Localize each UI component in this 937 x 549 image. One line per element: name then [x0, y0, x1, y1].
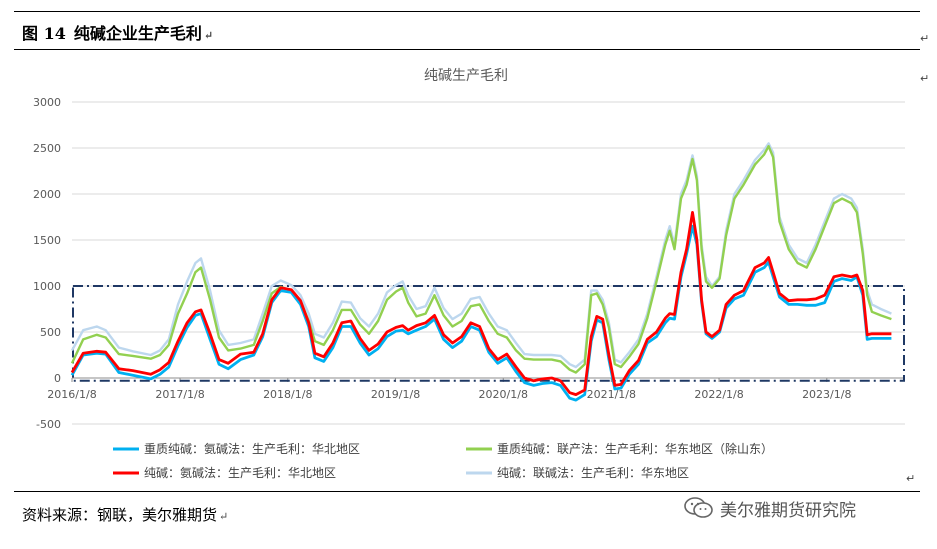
y-tick-label: 1500	[33, 234, 61, 247]
figure-number: 图 14	[22, 24, 66, 43]
grid	[72, 101, 905, 425]
source-text: 资料来源：钢联，美尔雅期货	[22, 506, 218, 524]
legend-label: 重质纯碱：联产法：生产毛利：华东地区（除山东）	[497, 441, 773, 456]
x-tick-label: 2016/1/8	[47, 388, 96, 401]
series-line-3	[70, 211, 892, 396]
y-tick-label: -500	[36, 418, 61, 431]
legend-label: 重质纯碱：氨碱法：生产毛利：华北地区	[144, 442, 360, 456]
paragraph-mark: ↵	[203, 29, 214, 42]
y-tick-label: 2000	[33, 188, 61, 201]
source-note: 资料来源：钢联，美尔雅期货 ↵	[22, 504, 228, 525]
watermark-text: 美尔雅期货研究院	[720, 500, 856, 521]
figure-caption: 纯碱企业生产毛利	[73, 24, 202, 43]
series-lines	[70, 142, 892, 402]
x-tick-label: 2018/1/8	[263, 388, 312, 401]
y-axis: -500 0 500 1000 1500 2000 2500 3000	[33, 96, 61, 431]
x-axis: 2016/1/8 2017/1/8 2018/1/8 2019/1/8 2020/1/8…	[47, 378, 851, 401]
x-tick-label: 2020/1/8	[479, 388, 528, 401]
paragraph-mark: ↵	[906, 472, 916, 485]
y-tick-label: 1000	[33, 280, 61, 293]
legend-label: 纯碱：氨碱法：生产毛利：华北地区	[144, 466, 336, 480]
y-tick-label: 3000	[33, 96, 61, 109]
chart-title: 纯碱生产毛利	[424, 68, 508, 84]
title-rule	[14, 49, 920, 50]
watermark: 美尔雅期货研究院	[684, 495, 856, 521]
x-tick-label: 2022/1/8	[694, 388, 743, 401]
legend-label: 纯碱：联碱法：生产毛利：华东地区	[497, 466, 689, 480]
annotation-box	[72, 285, 905, 382]
top-rule	[14, 11, 920, 12]
series-line-1	[70, 145, 892, 374]
paragraph-mark: ↵	[920, 32, 930, 45]
x-tick-label: 2019/1/8	[371, 388, 420, 401]
legend: 重质纯碱：氨碱法：生产毛利：华北地区 重质纯碱：联产法：生产毛利：华东地区（除山东…	[113, 441, 773, 480]
x-tick-label: 2021/1/8	[587, 388, 636, 401]
x-tick-label: 2017/1/8	[155, 388, 204, 401]
figure-title: 图 14 纯碱企业生产毛利 ↵	[22, 20, 213, 44]
x-tick-label: 2023/1/8	[802, 388, 851, 401]
y-tick-label: 0	[54, 372, 61, 385]
paragraph-mark: ↵	[920, 72, 930, 85]
wechat-icon	[684, 497, 713, 518]
series-line-0	[70, 142, 892, 369]
paragraph-mark: ↵	[219, 510, 229, 523]
series-line-2	[70, 224, 892, 402]
y-tick-label: 500	[40, 326, 61, 339]
source-rule	[14, 491, 920, 492]
y-tick-label: 2500	[33, 142, 61, 155]
